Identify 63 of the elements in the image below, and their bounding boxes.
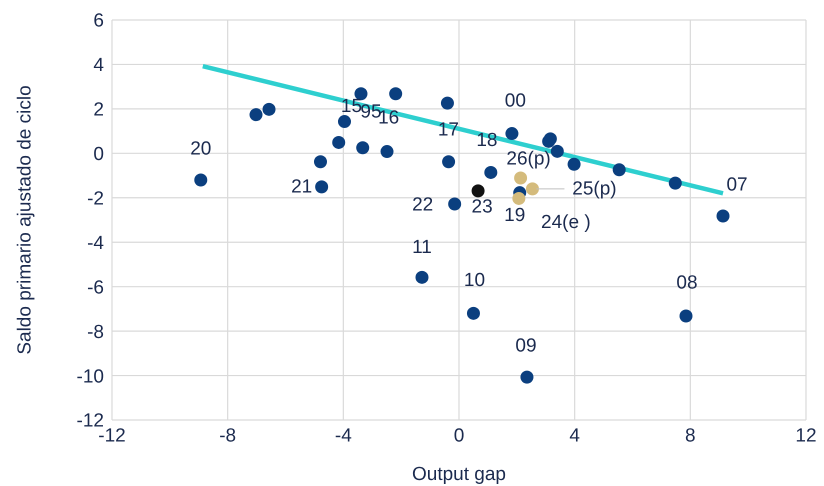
y-tick-label: -10	[76, 366, 104, 388]
point	[505, 127, 518, 140]
point	[194, 174, 208, 186]
y-tick-label: -4	[87, 232, 104, 254]
point	[440, 96, 454, 110]
y-axis-title: Saldo primario ajustado de ciclo	[14, 85, 36, 355]
annotation: 11	[412, 236, 432, 258]
y-tick-label: 4	[93, 55, 104, 76]
annotation: 16	[378, 107, 400, 128]
point	[716, 210, 730, 222]
y-tick-label: -8	[87, 322, 104, 343]
y-tick-label: 0	[93, 144, 104, 166]
y-tick-label: -12	[76, 410, 104, 432]
point	[484, 166, 498, 179]
point	[415, 270, 428, 284]
point	[512, 192, 526, 205]
point	[250, 108, 263, 122]
point	[612, 163, 626, 176]
annotation: 10	[464, 270, 486, 291]
annotation: 00	[504, 90, 526, 112]
point	[668, 176, 682, 190]
point	[679, 310, 692, 322]
annotation: 08	[676, 272, 698, 294]
point	[514, 172, 528, 184]
annotation: 07	[726, 174, 748, 196]
point	[314, 155, 327, 168]
point	[380, 145, 394, 158]
annotation: 20	[190, 138, 212, 160]
point	[442, 155, 456, 168]
x-tick-label: 12	[795, 425, 817, 446]
x-tick-label: 4	[569, 425, 580, 446]
y-tick-label: 6	[93, 10, 104, 32]
y-tick-label: -2	[87, 188, 104, 210]
y-tick-label: -6	[87, 277, 104, 298]
point	[520, 370, 534, 384]
annotation: 09	[515, 336, 537, 357]
point	[526, 182, 539, 196]
point	[472, 184, 485, 198]
x-tick-label: -8	[219, 425, 236, 446]
point	[332, 136, 346, 149]
x-tick-label: 8	[685, 425, 696, 446]
y-tick-label: 2	[93, 100, 104, 121]
x-tick-label: -4	[334, 425, 352, 446]
point	[354, 87, 368, 100]
annotation: 21	[291, 176, 312, 198]
point	[315, 180, 328, 194]
annotation: 24(e )	[541, 212, 591, 233]
annotation: 25(p)	[572, 178, 617, 200]
annotation: 19	[504, 205, 526, 226]
point	[262, 102, 276, 116]
point	[550, 144, 564, 158]
x-tick-label: 0	[454, 425, 464, 446]
annotation: 26(p)	[506, 148, 551, 170]
point	[568, 158, 581, 171]
point	[542, 134, 556, 148]
point	[356, 141, 370, 154]
annotation: 22	[412, 194, 434, 216]
point	[389, 87, 402, 100]
x-axis-title: Output gap	[412, 464, 506, 485]
annotation: 23	[472, 196, 493, 218]
point	[448, 198, 462, 210]
point	[338, 115, 351, 128]
point	[466, 306, 480, 320]
